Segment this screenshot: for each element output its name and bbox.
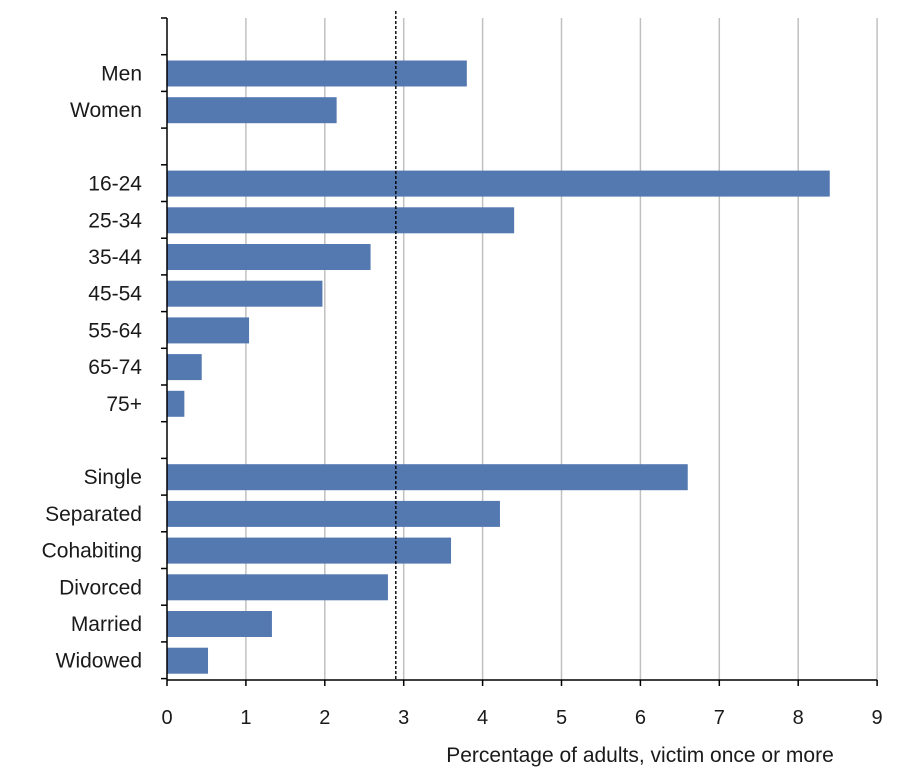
bar-45-54 <box>167 280 323 307</box>
category-label-married: Married <box>71 613 142 636</box>
bar-men <box>167 60 467 87</box>
bar-divorced <box>167 574 388 601</box>
category-label-widowed: Widowed <box>56 650 142 673</box>
category-label-65-74: 65-74 <box>88 356 142 379</box>
x-tick-label-8: 8 <box>793 707 804 729</box>
bar-separated <box>167 500 500 527</box>
category-label-35-44: 35-44 <box>88 246 142 269</box>
bar-widowed <box>167 647 209 674</box>
bar-65-74 <box>167 354 202 381</box>
x-axis-title: Percentage of adults, victim once or mor… <box>446 744 834 767</box>
category-label-45-54: 45-54 <box>88 283 142 306</box>
axes <box>161 17 878 686</box>
bar-16-24 <box>167 170 830 197</box>
bar-married <box>167 611 272 637</box>
x-tick-label-5: 5 <box>556 707 567 729</box>
category-label-divorced: Divorced <box>59 576 142 599</box>
category-label-cohabiting: Cohabiting <box>42 540 142 563</box>
gridlines <box>245 18 878 680</box>
bar-25-34 <box>167 207 515 234</box>
x-tick-label-0: 0 <box>161 707 172 729</box>
x-tick-label-7: 7 <box>714 707 725 729</box>
x-tick-label-6: 6 <box>635 707 646 729</box>
x-tick-labels: 0 1 2 3 4 5 6 7 8 9 <box>161 707 882 729</box>
category-label-25-34: 25-34 <box>88 209 142 232</box>
x-tick-label-2: 2 <box>319 707 330 729</box>
category-label-separated: Separated <box>45 503 142 526</box>
x-tick-label-3: 3 <box>398 707 409 729</box>
bar-35-44 <box>167 244 371 270</box>
category-label-16-24: 16-24 <box>88 173 142 196</box>
category-label-single: Single <box>84 466 142 489</box>
bar-75- <box>167 390 185 417</box>
bar-55-64 <box>167 317 250 344</box>
x-tick-label-4: 4 <box>477 707 488 729</box>
bar-single <box>167 464 688 491</box>
category-labels: Men Women 16-24 25-34 35-44 45-54 55-64 65-74 75… <box>42 63 143 673</box>
category-label-75-: 75+ <box>106 393 142 416</box>
x-tick-label-9: 9 <box>872 707 883 729</box>
bars <box>167 60 830 674</box>
category-label-men: Men <box>101 63 142 86</box>
bar-women <box>167 97 337 124</box>
category-label-women: Women <box>70 99 142 122</box>
category-label-55-64: 55-64 <box>88 319 142 342</box>
x-tick-label-1: 1 <box>240 707 251 729</box>
bar-cohabiting <box>167 537 452 564</box>
